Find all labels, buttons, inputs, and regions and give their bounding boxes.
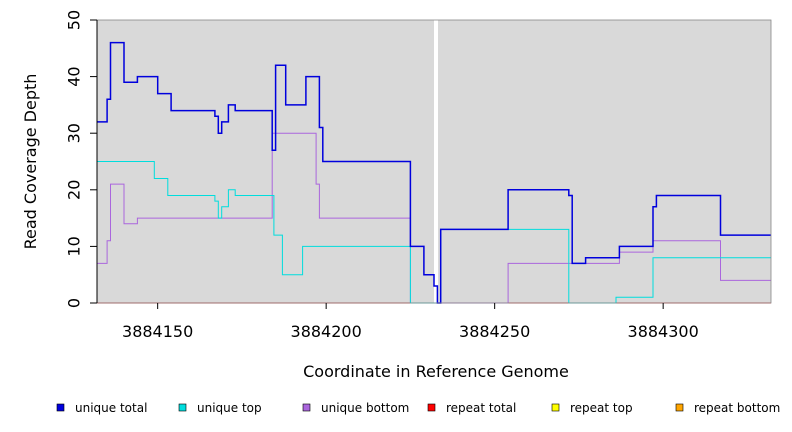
series-line-unique-total <box>97 41 771 304</box>
legend-swatch-unique-bottom <box>302 403 311 412</box>
x-axis: 3884150 3884200 3884250 3884300 <box>122 303 699 341</box>
legend-label-unique-top: unique top <box>197 401 262 415</box>
legend-swatch-repeat-top <box>551 403 560 412</box>
y-tick-label: 40 <box>65 66 84 86</box>
x-tick-label: 3884250 <box>459 322 530 341</box>
y-axis-title: Read Coverage Depth <box>21 74 40 250</box>
y-tick-label: 10 <box>65 236 84 256</box>
legend-swatch-repeat-total <box>427 403 436 412</box>
x-tick-label: 3884300 <box>628 322 699 341</box>
y-tick-label: 30 <box>65 123 84 143</box>
legend-label-repeat-top: repeat top <box>570 401 633 415</box>
legend-label-unique-bottom: unique bottom <box>321 401 409 415</box>
legend-swatch-unique-top <box>178 403 187 412</box>
series-line-unique-top <box>97 161 771 304</box>
series-line-unique-bottom <box>97 132 771 304</box>
legend-swatch-unique-total <box>56 403 65 412</box>
legend-label-repeat-bottom: repeat bottom <box>694 401 780 415</box>
y-axis: 0 10 20 30 40 50 <box>65 10 98 308</box>
x-tick-label: 3884150 <box>122 322 193 341</box>
y-tick-label: 0 <box>65 298 84 308</box>
legend: unique total unique top unique bottom repea… <box>56 401 780 415</box>
legend-label-unique-total: unique total <box>75 401 147 415</box>
x-axis-title: Coordinate in Reference Genome <box>303 362 569 381</box>
legend-label-repeat-total: repeat total <box>446 401 516 415</box>
y-tick-label: 20 <box>65 180 84 200</box>
x-tick-label: 3884200 <box>291 322 362 341</box>
legend-swatch-repeat-bottom <box>675 403 684 412</box>
y-tick-label: 50 <box>65 10 84 30</box>
